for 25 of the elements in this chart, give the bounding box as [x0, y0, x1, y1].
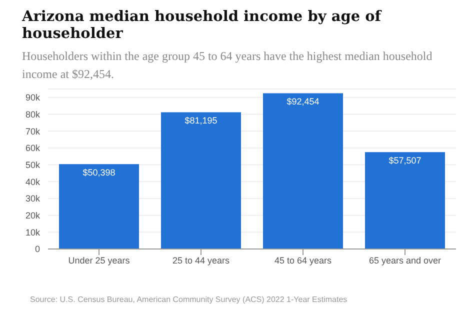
x-tick-label: Under 25 years: [68, 255, 130, 266]
x-tick-label: 65 years and over: [368, 255, 442, 266]
y-tick-label: 10k: [25, 227, 40, 238]
bar: [161, 112, 241, 249]
source-note: Source: U.S. Census Bureau, American Community Survey (ACS) 2022 1-Year Estimates: [30, 295, 348, 304]
y-tick-label: 40k: [25, 176, 40, 187]
bar: [263, 93, 343, 249]
y-tick-label: 20k: [25, 210, 40, 221]
x-tick-label: 45 to 64 years: [274, 255, 332, 266]
y-tick-label: 60k: [25, 143, 40, 154]
data-label: $57,507: [388, 156, 422, 166]
y-tick-label: 80k: [25, 109, 40, 120]
y-tick-label: 50k: [25, 160, 40, 170]
y-tick-label: 70k: [25, 126, 40, 136]
y-tick-label: 90k: [25, 92, 40, 103]
chart-title: Arizona median household income by age of householder: [22, 8, 383, 42]
bar: [59, 164, 139, 249]
data-label: $81,195: [184, 116, 218, 126]
y-tick-label: 0: [34, 244, 40, 254]
y-tick-label: 30k: [25, 194, 40, 204]
data-label: $92,454: [286, 96, 320, 107]
data-label: $50,398: [82, 168, 116, 178]
bar: [365, 152, 445, 249]
chart-subtitle: Householders within the age group 45 to 64 years have the highest median household income at $92,454.: [22, 48, 434, 83]
x-tick-label: 25 to 44 years: [172, 255, 230, 266]
